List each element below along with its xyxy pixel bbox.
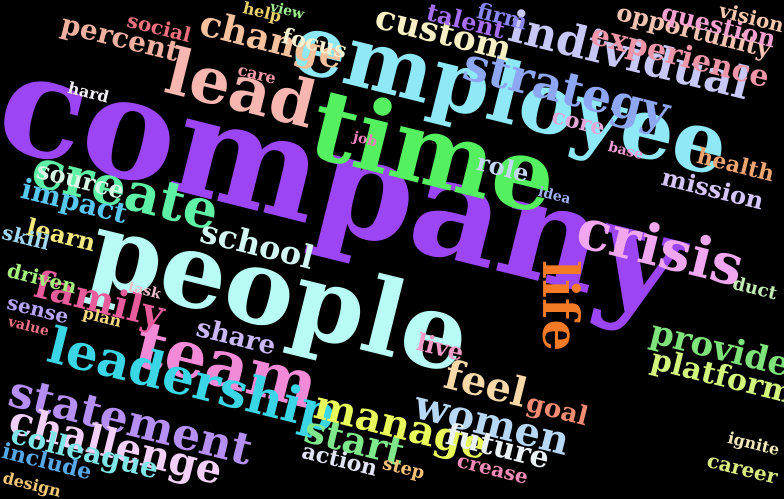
word-duct: duct xyxy=(730,273,780,305)
word-life: life xyxy=(531,260,590,352)
word-step: step xyxy=(380,453,427,484)
